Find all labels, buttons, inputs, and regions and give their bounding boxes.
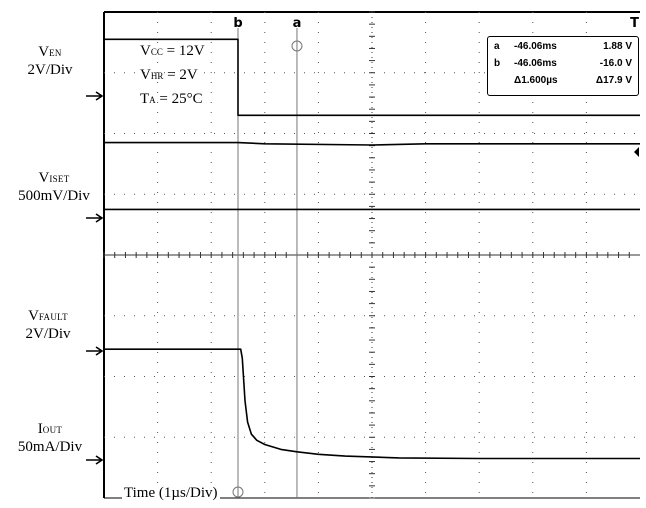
cursor-delta-value: Δ17.9 V [595, 75, 632, 86]
cursor-b-top-marker: b [233, 16, 242, 31]
vfault-label: VFAULT 2V/Div [25, 308, 71, 342]
viset-arrow [86, 213, 104, 223]
ven-arrow [86, 91, 104, 101]
cursor-b-time: -46.06ms [514, 58, 557, 69]
cursor-a-top-marker: a [293, 16, 302, 31]
cursor-delta-time: Δ1.600µs [514, 75, 558, 86]
cursor-b-value: -16.0 V [599, 58, 632, 69]
cursor-a-marker: a [494, 41, 500, 52]
trace-ven [104, 38, 640, 117]
vfault-arrow [86, 346, 104, 356]
iout-arrow [86, 455, 104, 465]
cursor-b-row: b -46.06ms -16.0 V [488, 58, 638, 74]
trace-viset [104, 141, 640, 146]
cursor-a-value: 1.88 V [603, 41, 632, 52]
trigger-level-marker [634, 147, 639, 157]
cursor-a-time: -46.06ms [514, 41, 557, 52]
time-scale-label: Time (1µs/Div) [122, 485, 220, 502]
iout-label: IOUT 50mA/Div [17, 421, 83, 455]
condition-ta: TA = 25°C [140, 91, 203, 107]
cursor-a-row: a -46.06ms 1.88 V [488, 41, 638, 57]
trace-vfault-iout [104, 348, 640, 460]
viset-label: VISET 500mV/Div [18, 170, 90, 204]
cursor-delta-row: Δ1.600µs Δ17.9 V [488, 75, 638, 91]
condition-vcc: VCC = 12V [140, 43, 205, 59]
trigger-marker: T [630, 16, 639, 31]
cursor-b-handle [232, 486, 244, 498]
cursor-a-handle [291, 40, 303, 52]
cursor-readout: a -46.06ms 1.88 V b -46.06ms -16.0 V Δ1.… [487, 36, 639, 96]
cursor-b-marker: b [494, 58, 501, 69]
condition-vhr: VHR = 2V [140, 67, 198, 83]
ven-label: VEN 2V/Div [27, 44, 73, 78]
